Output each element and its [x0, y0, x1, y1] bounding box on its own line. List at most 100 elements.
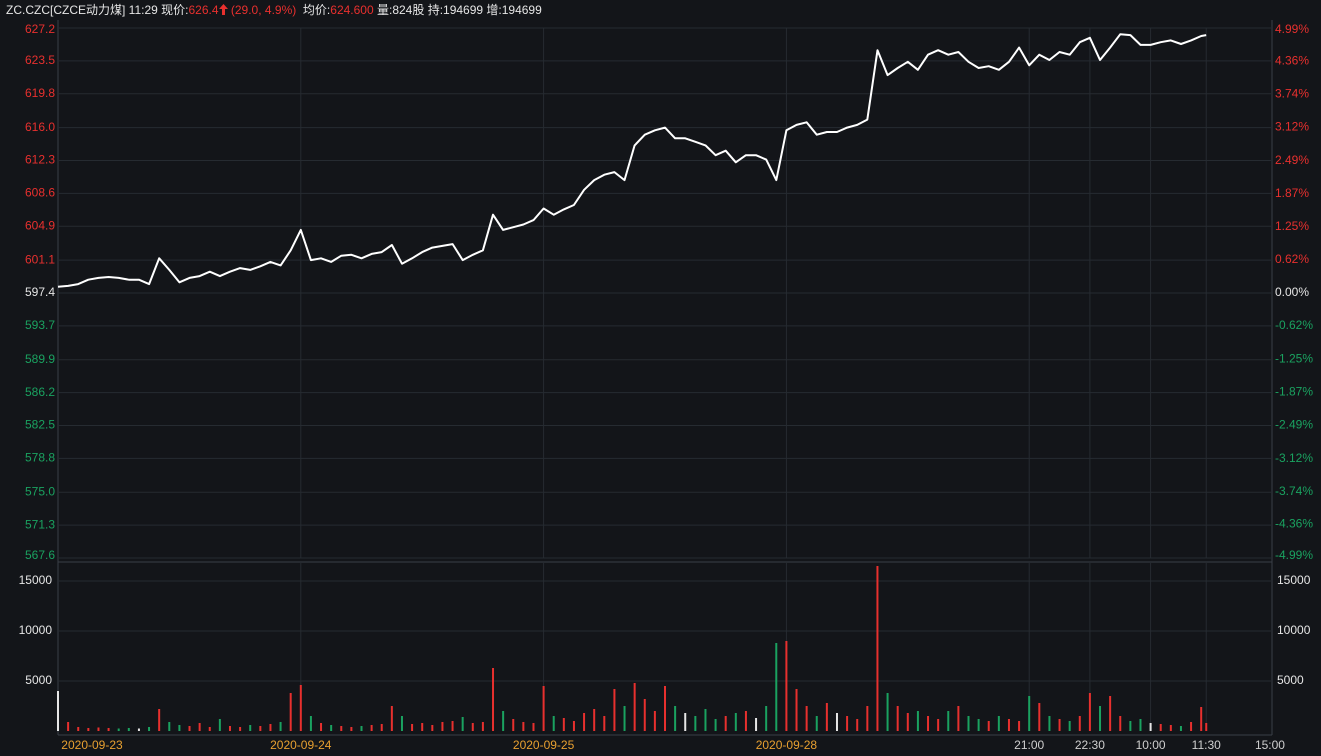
volume-bar — [1028, 696, 1031, 731]
volume-bar — [694, 716, 697, 731]
volume-bar — [876, 566, 879, 731]
x-tick-label: 2020-09-24 — [270, 738, 332, 752]
volume-bar — [734, 713, 737, 731]
volume-bar — [57, 691, 59, 731]
volume-bar — [815, 716, 818, 731]
y2-tick-label: 5000 — [1277, 673, 1304, 687]
volume-bar — [340, 726, 343, 731]
volume-bar — [1109, 696, 1112, 731]
y2-tick-label: 4.36% — [1275, 54, 1309, 68]
y2-tick-label: -3.74% — [1275, 484, 1313, 498]
volume-bar — [370, 725, 373, 731]
y-tick-label: 597.4 — [25, 285, 55, 299]
volume-bar — [400, 716, 403, 731]
header: ZC.CZC[CZCE动力煤] 11:29 现价:626.4 (29.0, 4.… — [6, 2, 542, 18]
volume-bar — [471, 723, 474, 731]
volume-bar — [87, 728, 90, 731]
volume-bar — [380, 724, 383, 731]
x-tick-label: 2020-09-23 — [61, 738, 123, 752]
volume-bar — [552, 716, 555, 731]
volume-bar — [775, 643, 778, 731]
volume-bar — [755, 718, 758, 731]
y2-tick-label: 1.87% — [1275, 186, 1309, 200]
volume-bar — [208, 727, 211, 731]
y-tick-label: 571.3 — [25, 517, 55, 531]
volume-bar — [117, 728, 120, 731]
volume-bar — [148, 727, 151, 731]
volume-bar — [259, 726, 262, 731]
x-tick-label: 15:00 — [1255, 738, 1285, 752]
x-tick-label: 10:00 — [1136, 738, 1166, 752]
volume-bar — [269, 724, 272, 731]
volume-bar — [916, 711, 919, 731]
y2-tick-label: -3.12% — [1275, 451, 1313, 465]
volume-bar — [997, 716, 1000, 731]
y2-tick-label: 0.00% — [1275, 285, 1309, 299]
x-tick-label: 21:00 — [1014, 738, 1044, 752]
price-line — [57, 33, 1207, 288]
volume-bar — [360, 726, 363, 731]
volume-bar — [1068, 721, 1071, 731]
volume-bar — [421, 723, 424, 731]
volume-bar — [1018, 721, 1021, 731]
stats: 量:824股 持:194699 增:194699 — [377, 3, 542, 17]
volume-bar — [613, 689, 616, 731]
volume-bar — [866, 706, 869, 731]
volume-bar — [309, 716, 312, 731]
volume-bar — [431, 725, 434, 731]
y-tick-label: 567.6 — [25, 548, 55, 562]
volume-bar — [1078, 716, 1081, 731]
avg: 624.600 — [330, 3, 374, 17]
volume-bar — [583, 713, 586, 731]
volume-bar — [279, 722, 282, 731]
volume-bar — [1169, 725, 1172, 731]
volume-bar — [684, 713, 687, 731]
volume-bar — [502, 711, 505, 731]
volume-bar — [1007, 719, 1010, 731]
volume-bar — [330, 725, 333, 731]
y-tick-label: 575.0 — [25, 484, 55, 498]
volume-bar — [97, 727, 100, 731]
volume-bar — [289, 693, 292, 731]
volume-bar — [481, 722, 484, 731]
volume-bar — [168, 722, 171, 731]
volume-bar — [957, 706, 960, 731]
volume-bar — [451, 721, 454, 731]
volume-bar — [1139, 719, 1142, 731]
volume-bar — [1088, 693, 1091, 731]
volume-bar — [714, 719, 717, 731]
x-tick-label: 2020-09-28 — [756, 738, 818, 752]
y2-tick-label: 10000 — [1277, 623, 1311, 637]
avg-label: 均价: — [302, 3, 331, 17]
volume-bar — [886, 693, 889, 731]
volume-bar — [795, 689, 798, 731]
volume-bar — [178, 725, 181, 731]
volume-bar — [835, 713, 838, 731]
volume-bar — [1058, 719, 1061, 731]
volume-bar — [1200, 707, 1203, 731]
volume-bar — [785, 641, 788, 731]
volume-bar — [664, 686, 666, 731]
volume-bar — [107, 728, 110, 731]
y2-tick-label: 0.62% — [1275, 252, 1309, 266]
y-tick-label: 15000 — [19, 573, 53, 587]
volume-bar — [765, 706, 768, 731]
y-tick-label: 619.8 — [25, 86, 55, 100]
volume-bar — [603, 716, 606, 731]
volume-bar — [704, 709, 707, 731]
y-tick-label: 601.1 — [25, 252, 55, 266]
volume-bar — [411, 724, 414, 731]
y2-tick-label: 2.49% — [1275, 153, 1309, 167]
volume-bar — [593, 709, 596, 731]
volume-bar — [228, 726, 231, 731]
volume-bar — [249, 725, 252, 731]
volume-bar — [633, 683, 636, 731]
y2-tick-label: 15000 — [1277, 573, 1311, 587]
volume-bar — [512, 719, 515, 731]
volume-bar — [77, 727, 80, 731]
volume-bar — [198, 723, 201, 731]
volume-bar — [1149, 723, 1152, 731]
volume-bar — [643, 699, 646, 731]
volume-bar — [674, 706, 677, 731]
